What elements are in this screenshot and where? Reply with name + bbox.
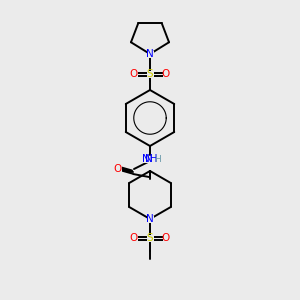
Text: S: S bbox=[147, 69, 153, 79]
FancyBboxPatch shape bbox=[115, 166, 122, 172]
FancyBboxPatch shape bbox=[146, 235, 154, 242]
Text: O: O bbox=[130, 233, 138, 243]
FancyBboxPatch shape bbox=[146, 50, 154, 58]
FancyBboxPatch shape bbox=[163, 235, 170, 242]
FancyBboxPatch shape bbox=[130, 235, 137, 242]
Text: H: H bbox=[154, 154, 161, 164]
FancyBboxPatch shape bbox=[146, 215, 154, 223]
Text: O: O bbox=[130, 69, 138, 79]
Text: O: O bbox=[114, 164, 122, 174]
Text: N: N bbox=[146, 214, 154, 224]
FancyBboxPatch shape bbox=[130, 70, 137, 77]
Text: NH: NH bbox=[142, 154, 158, 164]
Text: N: N bbox=[145, 154, 153, 164]
FancyBboxPatch shape bbox=[143, 155, 157, 163]
Text: O: O bbox=[162, 233, 170, 243]
FancyBboxPatch shape bbox=[146, 70, 154, 77]
Text: S: S bbox=[147, 233, 153, 243]
Text: O: O bbox=[162, 69, 170, 79]
Text: N: N bbox=[146, 49, 154, 59]
FancyBboxPatch shape bbox=[163, 70, 170, 77]
